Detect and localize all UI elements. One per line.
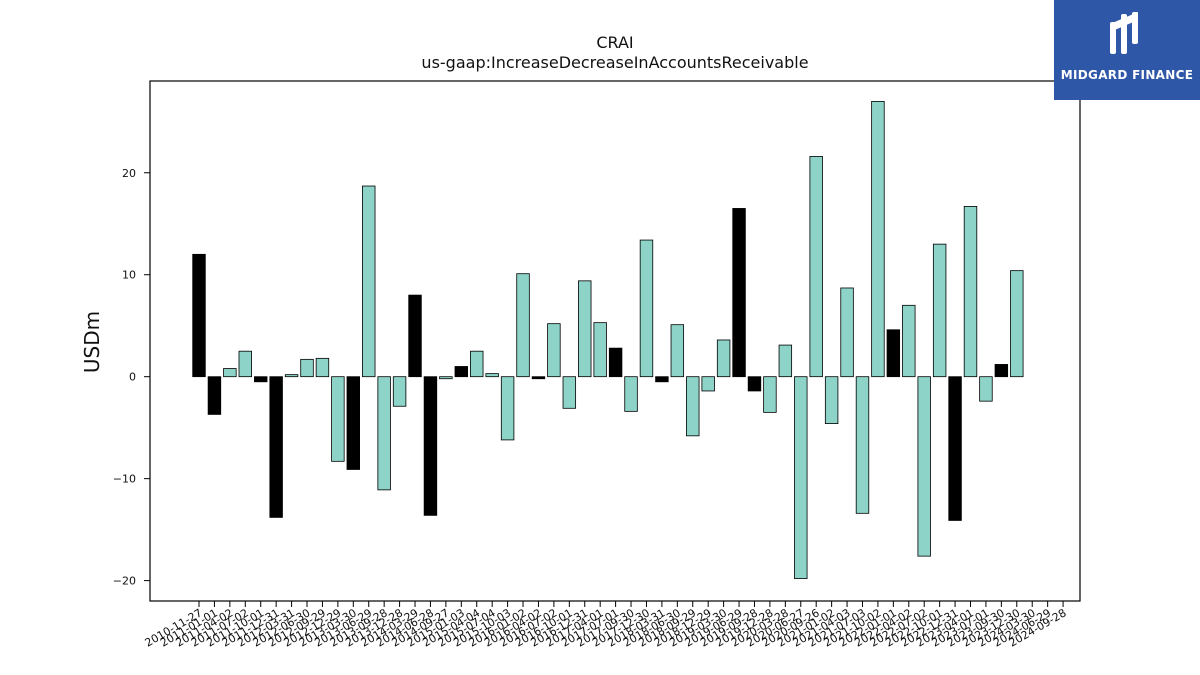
bar — [747, 376, 762, 392]
bar — [809, 156, 823, 378]
bar — [362, 185, 376, 378]
bar — [608, 347, 623, 378]
bar — [686, 376, 700, 437]
bar — [254, 376, 268, 383]
bar — [701, 376, 715, 392]
bar — [855, 376, 870, 514]
y-tick-label: −10 — [113, 473, 136, 486]
bar — [223, 368, 237, 378]
bar — [794, 376, 808, 579]
y-tick-label: 10 — [122, 269, 136, 282]
bar — [963, 206, 978, 378]
bar — [902, 304, 916, 378]
bar — [716, 339, 731, 378]
bar — [346, 376, 361, 470]
plot-frame — [149, 80, 1081, 602]
brand-logo: MIDGARD FINANCE — [1054, 0, 1200, 100]
bar — [547, 323, 561, 378]
bar — [284, 374, 299, 378]
bar — [979, 376, 993, 402]
y-tick-label: −20 — [113, 575, 136, 588]
bar — [315, 357, 330, 378]
bar — [392, 376, 407, 407]
bar — [377, 376, 391, 491]
bar — [886, 329, 901, 378]
bar — [932, 243, 947, 378]
bar — [578, 280, 592, 378]
bar — [840, 287, 854, 378]
bar — [238, 350, 252, 378]
bar — [948, 376, 962, 521]
bar — [917, 376, 931, 557]
y-tick-label: 0 — [129, 371, 136, 384]
logo-mark-icon — [1110, 12, 1138, 54]
bar — [470, 350, 484, 378]
bar — [531, 376, 546, 380]
bar — [639, 239, 654, 378]
bar — [593, 322, 607, 378]
chart-subtitle: us-gaap:IncreaseDecreaseInAccountsReceiv… — [421, 53, 809, 72]
y-tick-label: 20 — [122, 167, 136, 180]
bar — [994, 364, 1009, 378]
bar — [824, 376, 839, 424]
bar — [300, 358, 314, 378]
bar — [562, 376, 577, 409]
bar — [454, 366, 469, 378]
bar — [423, 376, 438, 516]
bar — [732, 208, 746, 378]
logo-text: MIDGARD FINANCE — [1060, 68, 1194, 82]
chart-title: CRAI — [596, 33, 634, 52]
bar — [763, 376, 777, 413]
bar — [624, 376, 638, 412]
bar — [207, 376, 222, 415]
bar — [655, 376, 669, 383]
bar — [516, 273, 530, 378]
bar — [192, 253, 206, 378]
bar — [408, 294, 422, 378]
bar — [500, 376, 515, 441]
bar — [485, 373, 499, 378]
bar — [670, 324, 685, 378]
bar — [331, 376, 345, 462]
bar — [269, 376, 283, 518]
y-axis-label: USDm — [80, 310, 104, 374]
bar — [439, 376, 453, 380]
bar — [778, 344, 793, 378]
bar — [871, 100, 885, 378]
bar — [1010, 270, 1024, 378]
